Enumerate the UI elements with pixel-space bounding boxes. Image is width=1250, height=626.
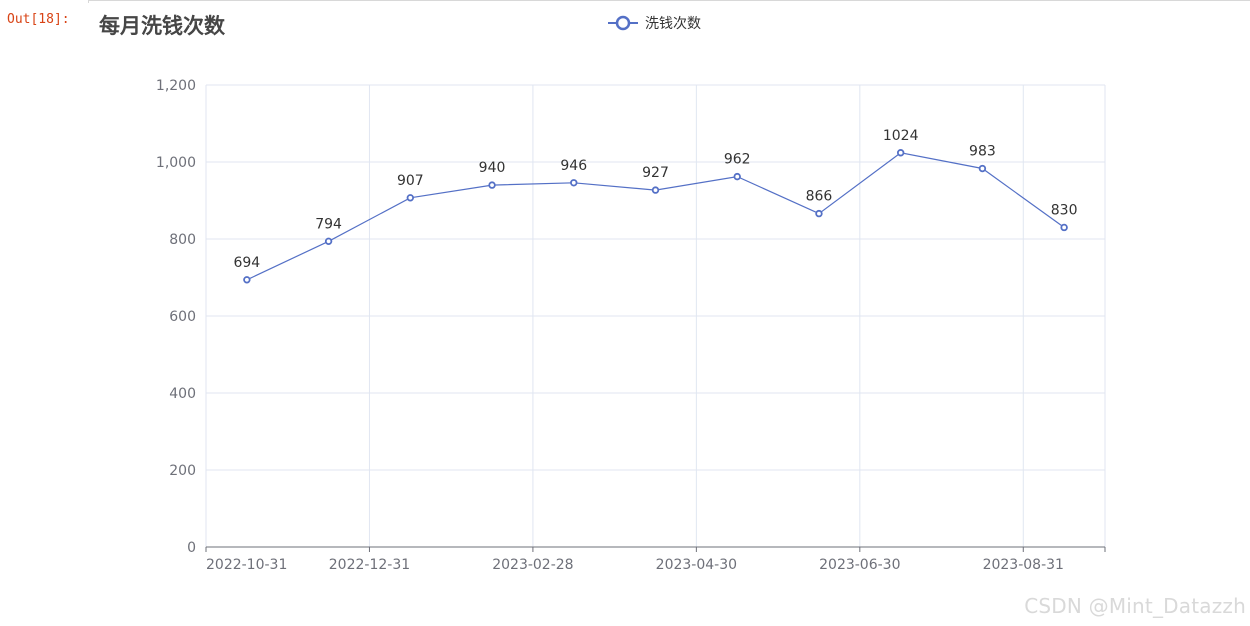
y-tick-label: 0 [187, 540, 196, 556]
x-tick-label: 2022-12-31 [329, 557, 410, 573]
data-labels: 694 794 907 940 946 927 962 866 1024 983 830 [233, 128, 1077, 271]
y-tick-label: 600 [169, 309, 196, 325]
x-tick-label: 2023-02-28 [492, 557, 573, 573]
legend-marker-swatch [615, 15, 631, 31]
data-label: 794 [315, 216, 342, 232]
x-tick-label: 2023-04-30 [656, 557, 737, 573]
data-label: 946 [560, 158, 587, 174]
y-tick-label: 800 [169, 232, 196, 248]
y-tick-label: 400 [169, 386, 196, 402]
legend[interactable]: 洗钱次数 [608, 15, 701, 32]
data-point [733, 172, 741, 181]
legend-label: 洗钱次数 [645, 16, 701, 32]
data-label: 940 [479, 160, 506, 176]
data-label: 927 [642, 165, 669, 181]
data-point [570, 179, 578, 187]
data-label: 983 [969, 144, 996, 160]
data-point [324, 237, 333, 246]
y-tick-label: 200 [169, 463, 196, 479]
data-point [815, 209, 823, 218]
data-point [243, 276, 251, 284]
axes: 0 200 400 600 800 1,000 1,200 2022-10-31 2022-12… [156, 78, 1106, 573]
data-label: 694 [233, 255, 260, 271]
data-label: 962 [724, 152, 751, 168]
data-label: 866 [806, 189, 833, 205]
x-tick-label: 2023-08-31 [983, 557, 1064, 573]
x-tick-label: 2023-06-30 [819, 557, 900, 573]
output-prompt: Out[18]: [7, 12, 70, 27]
chart-title: 每月洗钱次数 [99, 14, 226, 38]
data-point [978, 164, 987, 173]
watermark: CSDN @Mint_Datazzh [1024, 594, 1246, 618]
data-point [488, 181, 496, 189]
data-point [1060, 223, 1068, 232]
data-label: 1024 [883, 128, 919, 144]
series-layer [243, 149, 1068, 284]
y-tick-label: 1,000 [156, 155, 196, 171]
grid [205, 84, 1106, 547]
data-point [651, 186, 660, 194]
data-point [896, 149, 905, 157]
cell-top-border [88, 0, 1250, 3]
data-label: 907 [397, 173, 424, 189]
data-label: 830 [1051, 202, 1078, 218]
data-point [406, 194, 415, 202]
x-tick-label: 2022-10-31 [206, 557, 287, 573]
y-tick-label: 1,200 [156, 78, 196, 94]
